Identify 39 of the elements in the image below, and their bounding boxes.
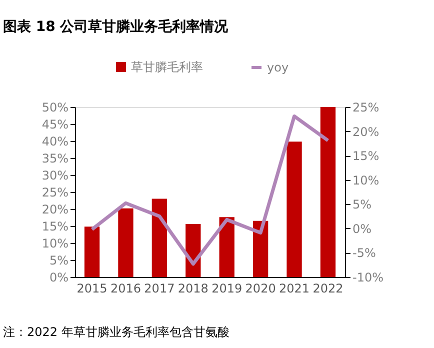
legend-label: 草甘膦毛利率 bbox=[131, 60, 203, 74]
y-tick-label: 20% bbox=[42, 202, 68, 216]
legend-label: yoy bbox=[267, 60, 289, 74]
y-tick-label: 40% bbox=[42, 134, 68, 148]
text: 注：2022 年草甘膦业务毛利率包含甘氨酸 bbox=[3, 325, 230, 339]
chart-title: 图表 18 公司草甘膦业务毛利率情况 bbox=[3, 18, 230, 35]
x-tick-label: 2017 bbox=[144, 282, 175, 296]
y2-tick-label: -5% bbox=[352, 246, 376, 260]
y2-tick-label: 10% bbox=[352, 173, 380, 188]
y-tick-label: 45% bbox=[42, 118, 68, 132]
bar bbox=[152, 198, 168, 277]
x-tick-label: 2018 bbox=[178, 282, 208, 296]
bar bbox=[252, 220, 268, 277]
bar bbox=[286, 142, 302, 277]
bar bbox=[320, 107, 336, 277]
x-tick-label: 2022 bbox=[312, 282, 344, 296]
line-series bbox=[90, 114, 330, 266]
y-tick-label: 0% bbox=[49, 270, 68, 284]
y2-tick-label: 25% bbox=[352, 100, 380, 114]
y-tick-label: 15% bbox=[42, 220, 68, 234]
y-tick-label: 35% bbox=[42, 152, 68, 166]
y2-tick-label: 15% bbox=[352, 149, 380, 164]
y2-tick-label: 0% bbox=[352, 222, 372, 236]
y-tick-label: 30% bbox=[42, 168, 68, 182]
bar bbox=[84, 226, 100, 277]
x-tick-label: 2021 bbox=[278, 282, 310, 296]
y-tick-label: 25% bbox=[42, 186, 68, 200]
y-tick-label: 5% bbox=[49, 254, 68, 268]
y-tick-label: 50% bbox=[42, 100, 68, 114]
bar bbox=[219, 217, 234, 277]
x-tick-label: 2015 bbox=[76, 282, 108, 296]
y2-tick-label: -10% bbox=[352, 270, 384, 284]
x-tick-label: 2019 bbox=[212, 282, 242, 296]
bar bbox=[118, 208, 134, 277]
y2-tick-label: 5% bbox=[352, 198, 372, 212]
x-tick-label: 2020 bbox=[245, 282, 276, 296]
y-tick-label: 10% bbox=[42, 236, 68, 250]
x-tick-label: 2016 bbox=[110, 282, 142, 296]
y2-tick-label: 20% bbox=[352, 124, 380, 139]
